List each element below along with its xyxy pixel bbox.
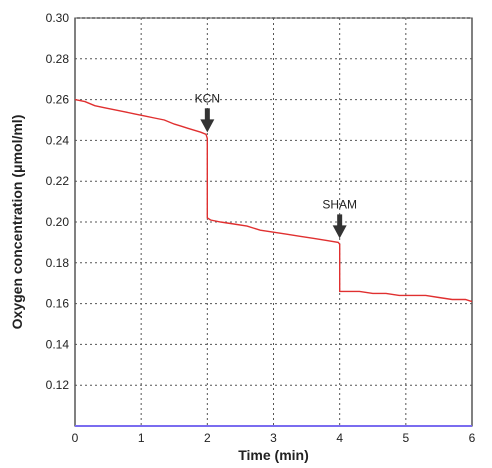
x-axis-title: Time (min) [238, 447, 309, 463]
arrow-icon [337, 214, 343, 227]
arrow-head-icon [200, 119, 215, 133]
arrow-head-icon [332, 225, 347, 239]
x-tick-label: 0 [72, 431, 79, 445]
y-tick-label: 0.30 [46, 11, 70, 25]
y-tick-label: 0.14 [46, 337, 70, 351]
arrow-icon [204, 108, 210, 121]
y-tick-label: 0.22 [46, 174, 70, 188]
y-tick-label: 0.18 [46, 256, 70, 270]
y-tick-labels: 0.30 0.28 0.26 0.24 0.22 0.20 0.18 0.16 0.14 0.12 [46, 11, 70, 392]
annotation-sham: SHAM [322, 197, 357, 239]
annotation-label: KCN [195, 91, 220, 105]
x-tick-label: 1 [138, 431, 145, 445]
y-tick-label: 0.16 [46, 297, 70, 311]
x-tick-label: 2 [204, 431, 211, 445]
annotation-kcn: KCN [195, 91, 220, 133]
y-tick-label: 0.20 [46, 215, 70, 229]
x-tick-labels: 0 1 2 3 4 5 6 [72, 431, 476, 445]
series-line-oxygen [74, 98, 473, 303]
annotation-label: SHAM [322, 197, 357, 211]
annotations: KCN SHAM [195, 91, 357, 239]
grid-lines [75, 17, 472, 426]
x-tick-label: 4 [336, 431, 343, 445]
y-tick-label: 0.24 [46, 133, 70, 147]
x-tick-label: 5 [402, 431, 409, 445]
y-tick-label: 0.28 [46, 52, 70, 66]
y-tick-label: 0.12 [46, 378, 70, 392]
y-tick-label: 0.26 [46, 93, 70, 107]
y-axis-title: Oxygen concentration (μmol/ml) [9, 115, 25, 330]
x-tick-label: 6 [469, 431, 476, 445]
x-tick-label: 3 [270, 431, 277, 445]
